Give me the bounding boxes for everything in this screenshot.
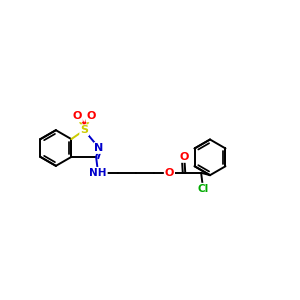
Text: N: N xyxy=(94,143,104,153)
Text: Cl: Cl xyxy=(197,184,209,194)
Text: O: O xyxy=(73,111,82,121)
Text: S: S xyxy=(80,125,88,135)
Text: O: O xyxy=(180,152,189,162)
Text: NH: NH xyxy=(89,168,107,178)
Text: O: O xyxy=(165,168,174,178)
Text: O: O xyxy=(86,111,96,121)
